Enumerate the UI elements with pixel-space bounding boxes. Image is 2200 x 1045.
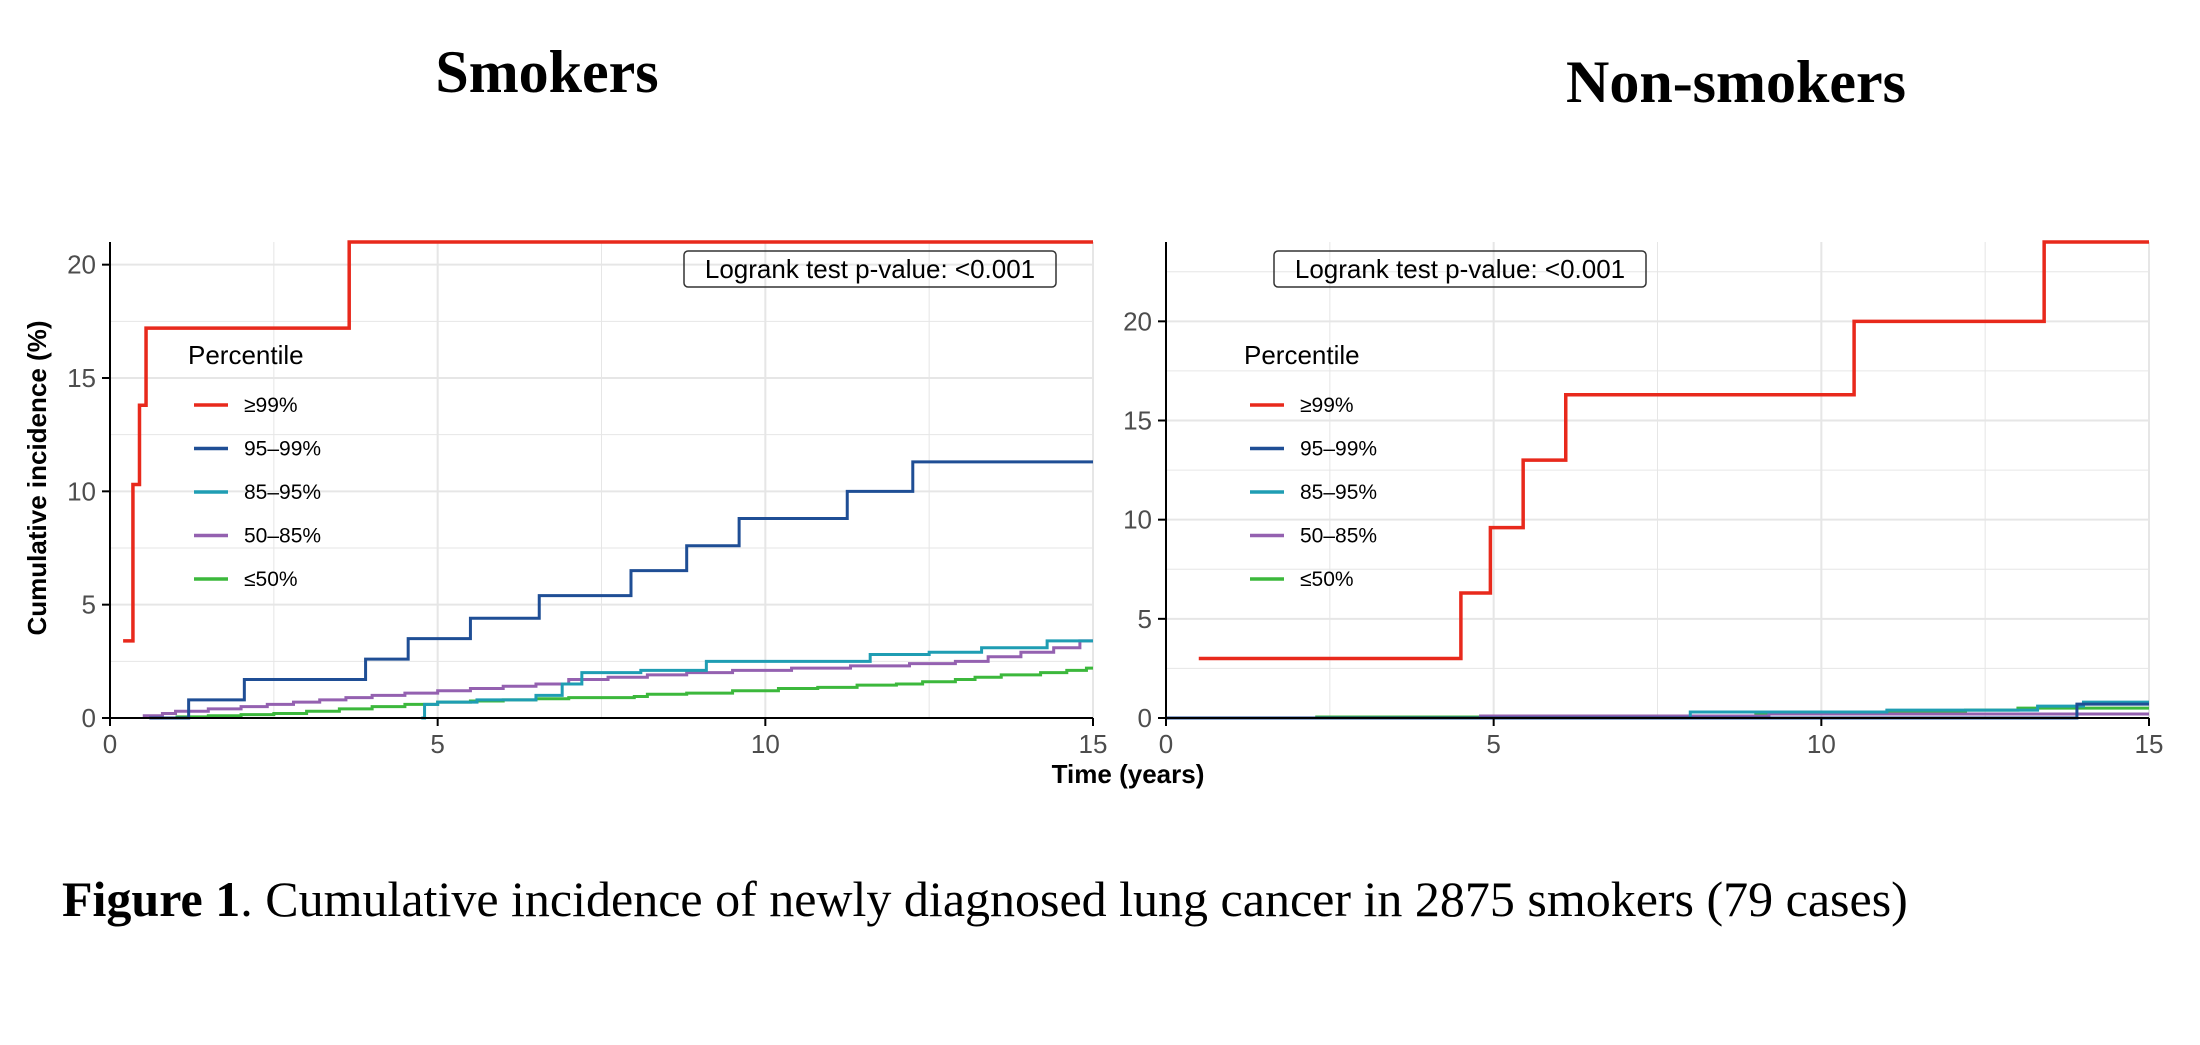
legend-label: ≤50% xyxy=(244,568,298,591)
figure-caption: Figure 1. Cumulative incidence of newly … xyxy=(62,870,1908,928)
legend-title: Percentile xyxy=(188,340,304,370)
smokers-panel-title: Smokers xyxy=(435,39,659,105)
x-tick-label: 10 xyxy=(751,729,780,759)
y-tick-label: 5 xyxy=(1138,604,1152,634)
legend-label: 95–99% xyxy=(1300,438,1377,461)
x-tick-label: 15 xyxy=(2135,729,2164,759)
y-tick-label: 15 xyxy=(1123,406,1152,436)
series-line-p50_85 xyxy=(142,639,1093,718)
x-tick-label: 5 xyxy=(1486,729,1500,759)
non-smokers-chart: 0 5 10 15 20 0 5 10 15 Logrank test p-value: <0.0… xyxy=(1123,240,2164,759)
legend-label: ≤50% xyxy=(1300,568,1354,591)
legend-label: ≥99% xyxy=(244,394,298,417)
legend-label: ≥99% xyxy=(1300,394,1354,417)
x-tick-label: 0 xyxy=(1159,729,1173,759)
y-tick-label: 10 xyxy=(67,476,96,506)
x-tick-label: 10 xyxy=(1807,729,1836,759)
legend-label: 85–95% xyxy=(1300,481,1377,504)
x-tick-label: 15 xyxy=(1079,729,1108,759)
x-axis-label: Time (years) xyxy=(1052,759,1205,789)
legend-label: 50–85% xyxy=(244,525,321,548)
legend-label: 95–99% xyxy=(244,438,321,461)
series-line-p85_95 xyxy=(421,639,1093,720)
series-line-le50 xyxy=(175,666,1093,719)
y-tick-label: 20 xyxy=(1123,306,1152,336)
annotation-box xyxy=(1273,250,1647,288)
x-tick-label: 0 xyxy=(103,729,117,759)
smokers-chart: 0 5 10 15 20 0 5 10 15 Logrank test p-value: <0.0… xyxy=(67,240,1108,759)
logrank-annotation: Logrank test p-value: <0.001 xyxy=(705,254,1035,284)
logrank-annotation: Logrank test p-value: <0.001 xyxy=(1295,254,1625,284)
y-tick-label: 10 xyxy=(1123,505,1152,535)
legend-title: Percentile xyxy=(1244,340,1360,370)
series-line-p95_99 xyxy=(149,460,1093,720)
y-tick-label: 15 xyxy=(67,363,96,393)
y-tick-label: 20 xyxy=(67,250,96,280)
caption-label: Figure 1 xyxy=(62,871,241,927)
y-tick-label: 0 xyxy=(1138,703,1152,733)
annotation-box xyxy=(683,250,1057,288)
y-tick-label: 5 xyxy=(82,590,96,620)
y-axis-label: Cumulative incidence (%) xyxy=(22,321,52,636)
caption-text: . Cumulative incidence of newly diagnose… xyxy=(240,871,1908,927)
legend-label: 85–95% xyxy=(244,481,321,504)
legend-label: 50–85% xyxy=(1300,525,1377,548)
x-tick-label: 5 xyxy=(430,729,444,759)
y-tick-label: 0 xyxy=(82,703,96,733)
series-line-p99 xyxy=(1198,240,2149,661)
non-smokers-panel-title: Non-smokers xyxy=(1566,49,1906,115)
series-line-p99 xyxy=(123,240,1093,643)
